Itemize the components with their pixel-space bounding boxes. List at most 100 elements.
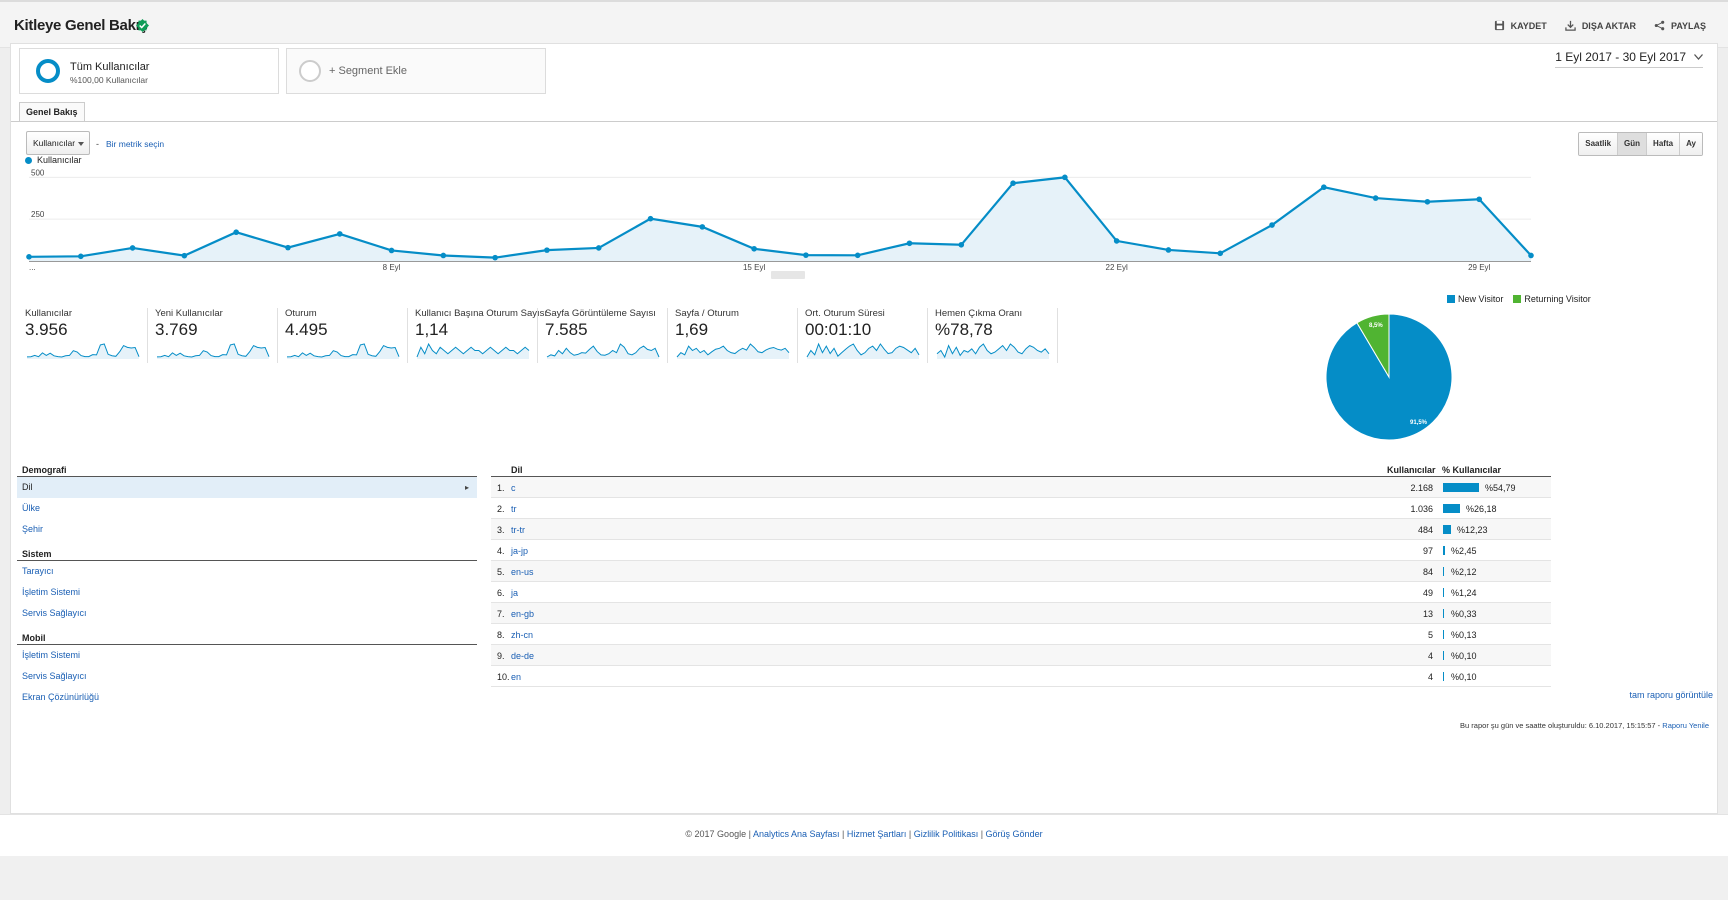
page-title: Kitleye Genel Bakış: [14, 17, 148, 34]
segment-all-users[interactable]: Tüm Kullanıcılar %100,00 Kullanıcılar: [19, 48, 279, 94]
language-link[interactable]: ja-jp: [511, 546, 529, 556]
sparkline-fill: [937, 344, 1049, 359]
chart-resize-handle[interactable]: [771, 271, 805, 279]
language-link[interactable]: zh-cn: [511, 630, 534, 640]
nav-item-provider[interactable]: Servis Sağlayıcı: [22, 608, 87, 618]
metric-tile[interactable]: Kullanıcılar 3.956: [21, 308, 151, 363]
table-row: 2. tr 1.036 %26,18: [491, 498, 1551, 519]
language-link[interactable]: ja: [511, 588, 519, 598]
chart-data-point[interactable]: [854, 252, 861, 259]
nav-item-mobile-os[interactable]: İşletim Sistemi: [22, 650, 81, 660]
nav-item-browser[interactable]: Tarayıcı: [22, 566, 54, 576]
chart-data-point[interactable]: [1321, 184, 1327, 191]
chart-data-point[interactable]: [751, 245, 757, 252]
metric-tile[interactable]: Sayfa / Oturum 1,69: [671, 308, 801, 363]
chart-data-point[interactable]: [1528, 252, 1534, 259]
chart-data-point[interactable]: [285, 244, 291, 251]
chart-data-point[interactable]: [440, 252, 447, 259]
chart-data-point[interactable]: [1424, 198, 1431, 205]
granularity-week[interactable]: Hafta: [1646, 133, 1680, 155]
x-tick-label: 29 Eyl: [1468, 263, 1490, 272]
save-button[interactable]: KAYDET: [1494, 20, 1547, 31]
tile-separator: [927, 308, 928, 363]
chart-data-point[interactable]: [1165, 247, 1172, 253]
nav-item-language[interactable]: Dil ▸: [17, 477, 477, 498]
chart-data-point[interactable]: [1269, 222, 1275, 228]
user-pct-value: %12,23: [1457, 525, 1488, 535]
footer-link-feedback[interactable]: Görüş Gönder: [985, 829, 1043, 839]
chart-data-point[interactable]: [595, 245, 602, 251]
chart-data-point[interactable]: [699, 224, 706, 230]
granularity-hourly[interactable]: Saatlik: [1579, 133, 1618, 155]
metric-tile[interactable]: Hemen Çıkma Oranı %78,78: [931, 308, 1061, 363]
metric-tile-label: Kullanıcı Başına Oturum Sayısı: [415, 308, 548, 319]
nav-item-os[interactable]: İşletim Sistemi: [22, 587, 81, 597]
col-header-user-pct: % Kullanıcılar: [1442, 465, 1502, 475]
language-link[interactable]: de-de: [511, 651, 535, 661]
footer-link-analytics-home[interactable]: Analytics Ana Sayfası: [752, 829, 840, 839]
language-link[interactable]: en-us: [511, 567, 534, 577]
date-range-picker[interactable]: 1 Eyl 2017 - 30 Eyl 2017: [1555, 50, 1703, 68]
chart-data-point[interactable]: [233, 229, 239, 236]
chart-data-point[interactable]: [77, 253, 84, 260]
pie-slice-returning-visitor[interactable]: [1356, 313, 1390, 379]
language-link[interactable]: en-gb: [511, 609, 535, 619]
tab-overview[interactable]: Genel Bakış: [19, 102, 85, 121]
nav-item-country[interactable]: Ülke: [22, 503, 41, 513]
chart-data-point[interactable]: [958, 241, 965, 248]
chart-data-point[interactable]: [647, 215, 654, 222]
metric-tile[interactable]: Ort. Oturum Süresi 00:01:10: [801, 308, 931, 363]
metric-tile[interactable]: Oturum 4.495: [281, 308, 411, 363]
metric-tile[interactable]: Sayfa Görüntüleme Sayısı 7.585: [541, 308, 671, 363]
language-link[interactable]: c: [511, 483, 516, 493]
full-report-link[interactable]: tam raporu görüntüle: [1629, 690, 1713, 700]
metric-tile-value: 1,14: [415, 320, 449, 339]
chart-data-point[interactable]: [129, 245, 136, 251]
chart-data-point[interactable]: [388, 247, 395, 254]
footer-link-terms[interactable]: Hizmet Şartları: [846, 829, 907, 839]
chart-data-point[interactable]: [181, 252, 188, 259]
metric-tile[interactable]: Kullanıcı Başına Oturum Sayısı 1,14: [411, 308, 547, 363]
chart-data-point[interactable]: [1217, 250, 1224, 257]
chart-data-point[interactable]: [1476, 196, 1483, 203]
sparkline-fill: [417, 344, 529, 359]
nav-item-city[interactable]: Şehir: [22, 524, 44, 534]
sparkline-fill: [27, 344, 139, 359]
chart-data-point[interactable]: [26, 254, 32, 260]
user-pct-value: %2,12: [1451, 567, 1477, 577]
chart-data-point[interactable]: [544, 247, 550, 253]
share-label: PAYLAŞ: [1670, 20, 1706, 31]
user-pct-value: %0,10: [1451, 651, 1477, 661]
share-button[interactable]: PAYLAŞ: [1654, 20, 1706, 31]
legend-swatch-returning: [1513, 295, 1522, 303]
chart-data-point[interactable]: [492, 254, 498, 261]
chart-data-point[interactable]: [1062, 174, 1068, 181]
language-link[interactable]: en: [511, 672, 522, 682]
language-link[interactable]: tr-tr: [511, 525, 525, 535]
chart-data-point[interactable]: [1010, 180, 1016, 187]
footer-link-privacy[interactable]: Gizlilik Politikası: [913, 829, 979, 839]
refresh-report-link[interactable]: Raporu Yenile: [1662, 721, 1709, 730]
granularity-day[interactable]: Gün: [1617, 133, 1647, 155]
metric-tile[interactable]: Yeni Kullanıcılar 3.769: [151, 308, 281, 363]
export-button[interactable]: DIŞA AKTAR: [1565, 20, 1636, 31]
export-label: DIŞA AKTAR: [1581, 20, 1636, 31]
chart-data-point[interactable]: [1372, 195, 1379, 201]
chart-data-point[interactable]: [803, 252, 809, 258]
share-icon: [1654, 20, 1665, 31]
nav-heading-demographics: Demografi: [17, 462, 477, 477]
select-metric-link[interactable]: Bir metrik seçin: [106, 139, 165, 149]
nav-item-mobile-provider[interactable]: Servis Sağlayıcı: [22, 671, 87, 681]
nav-item-screen-resolution[interactable]: Ekran Çözünürlüğü: [22, 692, 100, 702]
language-link[interactable]: tr: [511, 504, 517, 514]
download-icon: [1565, 20, 1576, 31]
metric-tile-label: Oturum: [285, 308, 317, 319]
table-row: 4. ja-jp 97 %2,45: [491, 540, 1551, 561]
chart-data-point[interactable]: [336, 231, 343, 237]
chart-data-point[interactable]: [1113, 238, 1120, 244]
granularity-month[interactable]: Ay: [1679, 133, 1702, 155]
add-segment-button[interactable]: + Segment Ekle: [286, 48, 546, 94]
metric-dropdown[interactable]: Kullanıcılar: [26, 131, 90, 155]
metric-dropdown-value: Kullanıcılar: [33, 138, 76, 148]
chart-data-point[interactable]: [906, 240, 913, 247]
